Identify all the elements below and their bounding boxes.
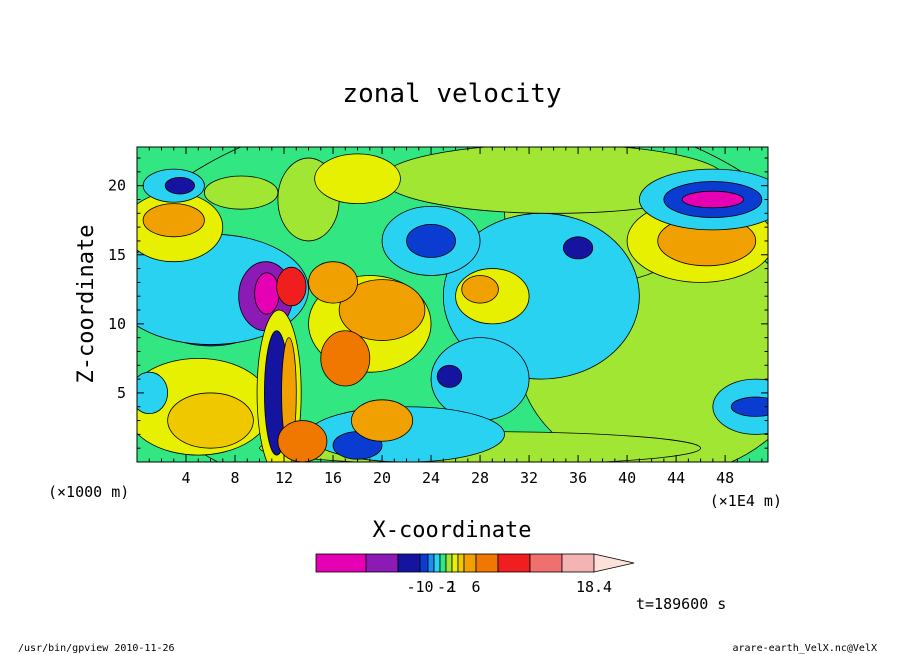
contour-region-24 <box>137 371 169 415</box>
contour-region-19 <box>142 203 205 238</box>
x-axis: 4 8 12 16 20 24 28 32 36 40 44 48 <box>148 147 763 487</box>
contour-region-21 <box>164 176 195 195</box>
contour-region-12 <box>436 364 463 388</box>
colorbar-swatch-0 <box>315 553 367 573</box>
colorbar-swatch-8 <box>451 553 459 573</box>
colorbar-swatch-9 <box>457 553 465 573</box>
x-unit-left: (×1000 m) <box>48 483 129 501</box>
x-tick-label: 4 <box>181 469 190 487</box>
x-tick-label: 16 <box>324 469 342 487</box>
x-tick-label: 44 <box>667 469 685 487</box>
contour-region-9 <box>442 212 640 380</box>
colorbar-swatch-13 <box>529 553 563 573</box>
colorbar-swatch-5 <box>433 553 441 573</box>
colorbar-label: -2 <box>437 578 455 596</box>
contour-region-36 <box>406 223 456 258</box>
x-tick-label: 8 <box>231 469 240 487</box>
footer-left: /usr/bin/gpview 2010-11-26 <box>18 643 175 654</box>
colorbar-swatch-11 <box>475 553 499 573</box>
contour-region-10 <box>562 236 594 260</box>
colorbar-swatch-14 <box>561 553 595 573</box>
y-axis: 5 10 15 20 <box>108 157 768 449</box>
colorbar-arrow <box>593 553 635 573</box>
x-tick-label: 24 <box>422 469 440 487</box>
y-tick-label: 5 <box>117 384 126 402</box>
contour-region-38 <box>461 275 499 304</box>
colorbar-swatch-3 <box>419 553 429 573</box>
colorbar-swatch-1 <box>365 553 399 573</box>
x-tick-label: 20 <box>373 469 391 487</box>
x-tick-label: 28 <box>471 469 489 487</box>
footer-right: arare-earth_VelX.nc@VelX <box>733 643 878 654</box>
time-label: t=189600 s <box>636 595 726 613</box>
chart-title: zonal velocity <box>342 79 561 109</box>
x-axis-label: X-coordinate <box>373 518 532 543</box>
contour-region-27 <box>276 266 307 307</box>
colorbar-swatch-2 <box>397 553 421 573</box>
contour-region-8 <box>681 190 744 209</box>
contour-region-41 <box>351 399 414 442</box>
colorbar-label: -10 <box>406 578 433 596</box>
contour-region-34 <box>308 261 358 304</box>
contour-region-43 <box>314 153 401 205</box>
colorbar-swatch-7 <box>445 553 453 573</box>
colorbar-label: 1 <box>447 578 456 596</box>
x-tick-label: 36 <box>569 469 587 487</box>
contour-region-44 <box>203 175 279 210</box>
contour-region-33 <box>320 330 371 387</box>
contour-region-14 <box>730 396 768 417</box>
y-tick-label: 15 <box>108 246 126 264</box>
plot-frame <box>136 146 769 463</box>
colorbar-swatch-6 <box>439 553 447 573</box>
x-tick-label: 40 <box>618 469 636 487</box>
contour-region-26 <box>254 272 280 315</box>
contour-region-23 <box>167 392 254 449</box>
x-tick-label: 48 <box>716 469 734 487</box>
y-tick-label: 20 <box>108 177 126 195</box>
contour-region-45 <box>277 420 328 462</box>
colorbar-swatch-4 <box>427 553 435 573</box>
contour-region-32 <box>338 279 426 341</box>
colorbar-label: 18.4 <box>576 578 612 596</box>
colorbar: -10 -21 6 18.4 <box>315 553 635 596</box>
contour-fill-layer <box>137 147 768 462</box>
y-tick-label: 10 <box>108 315 126 333</box>
x-tick-label: 32 <box>520 469 538 487</box>
x-tick-label: 12 <box>275 469 293 487</box>
x-unit-right: (×1E4 m) <box>710 492 782 510</box>
y-axis-label: Z-coordinate <box>74 225 99 384</box>
colorbar-swatch-10 <box>463 553 477 573</box>
colorbar-swatch-12 <box>497 553 531 573</box>
colorbar-label: 6 <box>471 578 480 596</box>
